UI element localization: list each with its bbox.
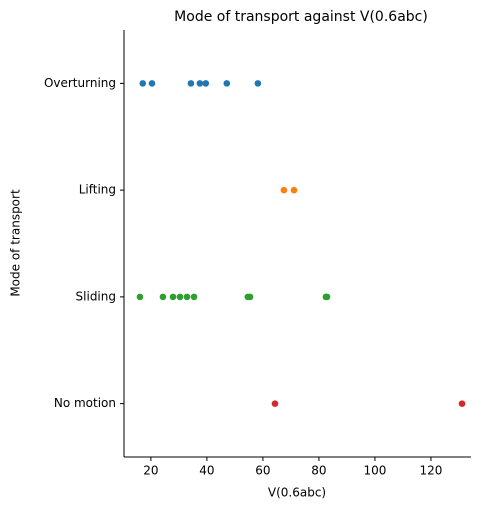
point xyxy=(176,293,184,301)
y-tick-label: No motion xyxy=(54,396,116,410)
point xyxy=(187,80,195,87)
point xyxy=(223,80,231,87)
x-tick-label: 60 xyxy=(255,464,270,478)
point xyxy=(159,293,167,301)
y-tick-label: Sliding xyxy=(76,289,116,303)
y-axis-label: Mode of transport xyxy=(9,189,23,297)
point xyxy=(139,80,147,87)
point xyxy=(136,293,144,301)
x-tick-label: 80 xyxy=(311,464,326,478)
x-axis-label: V(0.6abc) xyxy=(268,486,326,500)
point xyxy=(323,293,331,301)
point xyxy=(190,293,198,301)
point xyxy=(183,293,191,301)
point xyxy=(290,186,298,194)
x-tick-label: 40 xyxy=(199,464,214,478)
point xyxy=(280,186,288,194)
y-tick-label: Overturning xyxy=(44,76,116,90)
point xyxy=(271,400,279,407)
point xyxy=(246,293,254,301)
x-tick-label: 20 xyxy=(143,464,158,478)
x-tick-label: 120 xyxy=(419,464,442,478)
y-tick-label: Lifting xyxy=(79,183,116,197)
point xyxy=(196,80,204,87)
x-tick-label: 100 xyxy=(363,464,386,478)
point xyxy=(202,80,210,87)
point xyxy=(169,293,177,301)
point xyxy=(148,80,156,87)
point xyxy=(254,80,262,87)
point xyxy=(458,400,466,407)
chart-title: Mode of transport against V(0.6abc) xyxy=(174,9,428,25)
